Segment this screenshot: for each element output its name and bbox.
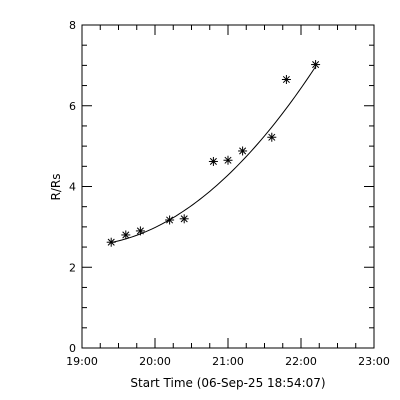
data-point [311,60,321,70]
data-point [238,146,248,156]
data-point [165,215,175,225]
fit-curve [111,66,317,243]
y-tick-label: 4 [69,181,76,194]
axis-ticks [81,24,375,349]
data-point [223,155,233,165]
y-tick-label: 0 [69,342,76,355]
data-point [179,214,189,224]
axis-tick-labels: 19:00 20:00 21:00 22:00 23:00 0 2 4 6 8 [66,19,390,368]
x-tick-label: 21:00 [212,355,244,368]
y-tick-label: 2 [69,261,76,274]
x-tick-label: 20:00 [139,355,171,368]
y-axis-label: R/Rs [49,174,63,201]
data-point [208,156,218,166]
data-point [106,237,116,247]
plot-frame [81,24,375,349]
data-point [135,226,145,236]
y-tick-label: 8 [69,19,76,32]
data-points [106,60,321,247]
y-tick-label: 6 [69,100,76,113]
x-tick-label: 22:00 [285,355,317,368]
data-point [281,75,291,85]
data-point [267,132,277,142]
data-point [121,230,131,240]
x-axis-label: Start Time (06-Sep-25 18:54:07) [130,376,325,390]
x-tick-label: 23:00 [358,355,390,368]
x-tick-label: 19:00 [66,355,98,368]
